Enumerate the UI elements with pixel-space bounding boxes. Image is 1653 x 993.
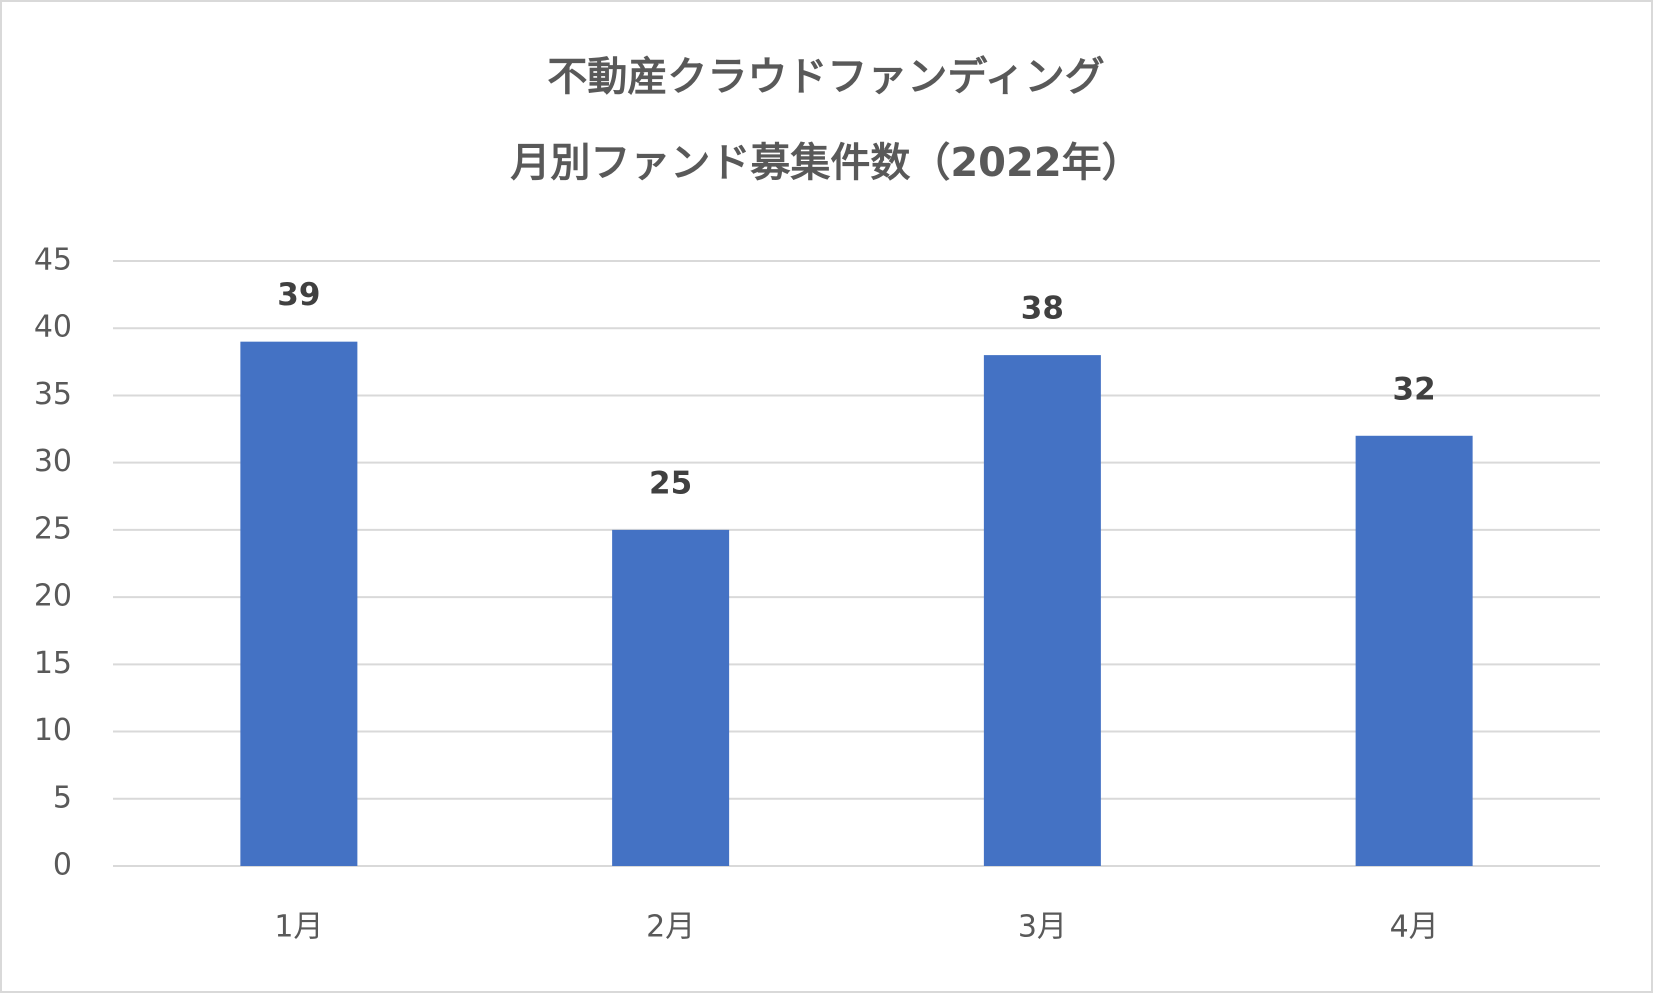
bar bbox=[983, 355, 1101, 866]
y-tick-label: 15 bbox=[34, 646, 72, 681]
x-tick-label: 4月 bbox=[1390, 910, 1439, 945]
y-tick-label: 25 bbox=[34, 511, 72, 546]
x-tick-label: 2月 bbox=[646, 910, 695, 945]
y-tick-label: 40 bbox=[34, 310, 72, 345]
data-label: 32 bbox=[1393, 371, 1436, 407]
y-tick-label: 5 bbox=[53, 780, 72, 815]
data-label: 25 bbox=[649, 465, 692, 501]
x-tick-label: 1月 bbox=[274, 910, 323, 945]
chart-title: 月別ファンド募集件数（2022年） bbox=[510, 140, 1141, 186]
y-tick-label: 0 bbox=[53, 848, 72, 883]
y-tick-label: 10 bbox=[34, 713, 72, 748]
y-tick-label: 20 bbox=[34, 579, 72, 614]
bar bbox=[1355, 435, 1473, 866]
bar bbox=[612, 529, 730, 866]
y-tick-label: 45 bbox=[34, 243, 72, 278]
bar bbox=[240, 341, 358, 867]
x-tick-label: 3月 bbox=[1018, 910, 1067, 945]
data-label: 38 bbox=[1021, 291, 1064, 327]
y-tick-label: 30 bbox=[34, 444, 72, 479]
data-label: 39 bbox=[277, 277, 320, 313]
y-tick-label: 35 bbox=[34, 377, 72, 412]
chart-title: 不動産クラウドファンディング bbox=[547, 54, 1104, 100]
